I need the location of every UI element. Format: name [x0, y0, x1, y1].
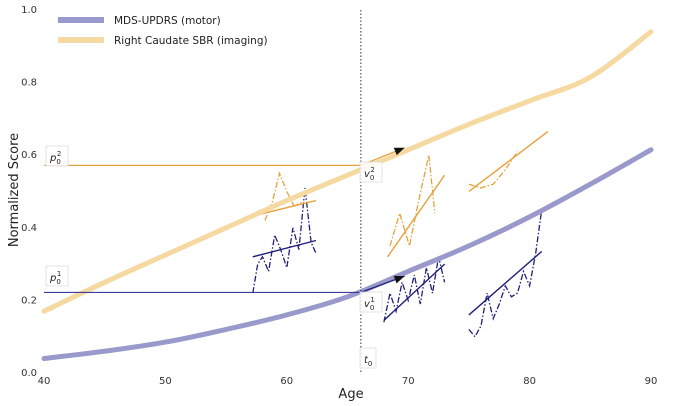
trajectory-observed — [468, 151, 519, 189]
x-axis: 40 50 60 70 80 90 — [38, 376, 658, 387]
x-tick-label: 70 — [402, 376, 415, 387]
trajectory-fit-line — [383, 263, 446, 321]
x-tick-label: 50 — [159, 376, 172, 387]
y-tick-label: 0.4 — [21, 223, 37, 234]
series-line-motor — [41, 147, 654, 361]
y-tick-label: 0.8 — [21, 78, 37, 89]
x-tick-label: 40 — [38, 376, 51, 387]
trajectory-fit-line — [256, 199, 317, 216]
y-axis: 0.0 0.2 0.4 0.6 0.8 1.0 — [21, 5, 37, 379]
svg-text:p01: p01 — [49, 270, 61, 286]
trajectory-observed — [389, 155, 436, 247]
main-curves — [41, 29, 654, 361]
x-tick-label: 90 — [645, 376, 658, 387]
legend-label-imaging: Right Caudate SBR (imaging) — [114, 35, 268, 47]
trajectory-fit-line — [252, 239, 317, 258]
y-tick-label: 0.2 — [21, 295, 37, 306]
svg-text:v01: v01 — [364, 296, 375, 312]
x-axis-title: Age — [338, 387, 363, 402]
legend: MDS-UPDRS (motor) Right Caudate SBR (ima… — [58, 15, 268, 47]
x-tick-label: 80 — [523, 376, 536, 387]
y-tick-label: 0.0 — [21, 368, 37, 379]
series-line-imaging — [41, 29, 654, 314]
annotation-p0-2: p02 — [45, 145, 69, 167]
individual-trajectories — [252, 131, 549, 338]
trajectory-observed — [468, 209, 543, 338]
y-axis-title: Normalized Score — [7, 133, 22, 247]
svg-text:t0: t0 — [364, 355, 372, 368]
annotation-t0: t0 — [359, 347, 377, 369]
annotation-v0-1: v01 — [359, 291, 383, 313]
trajectory-fit-line — [468, 250, 543, 316]
legend-label-motor: MDS-UPDRS (motor) — [114, 15, 221, 27]
svg-text:p02: p02 — [49, 150, 61, 166]
trajectory-observed — [383, 256, 446, 323]
x-tick-label: 60 — [280, 376, 293, 387]
reference-guides — [44, 10, 405, 373]
trajectory-observed — [252, 187, 317, 294]
velocity-arrow-v0-1-head — [393, 275, 405, 284]
annotation-p0-1: p01 — [45, 265, 69, 287]
y-tick-label: 0.6 — [21, 150, 37, 161]
trajectory-fit-line — [468, 131, 549, 193]
svg-text:v02: v02 — [364, 166, 375, 182]
velocity-arrow-v0-2-head — [393, 147, 405, 156]
trajectory-fit-line — [386, 174, 446, 258]
y-tick-label: 1.0 — [21, 5, 37, 16]
annotation-v0-2: v02 — [359, 161, 383, 183]
